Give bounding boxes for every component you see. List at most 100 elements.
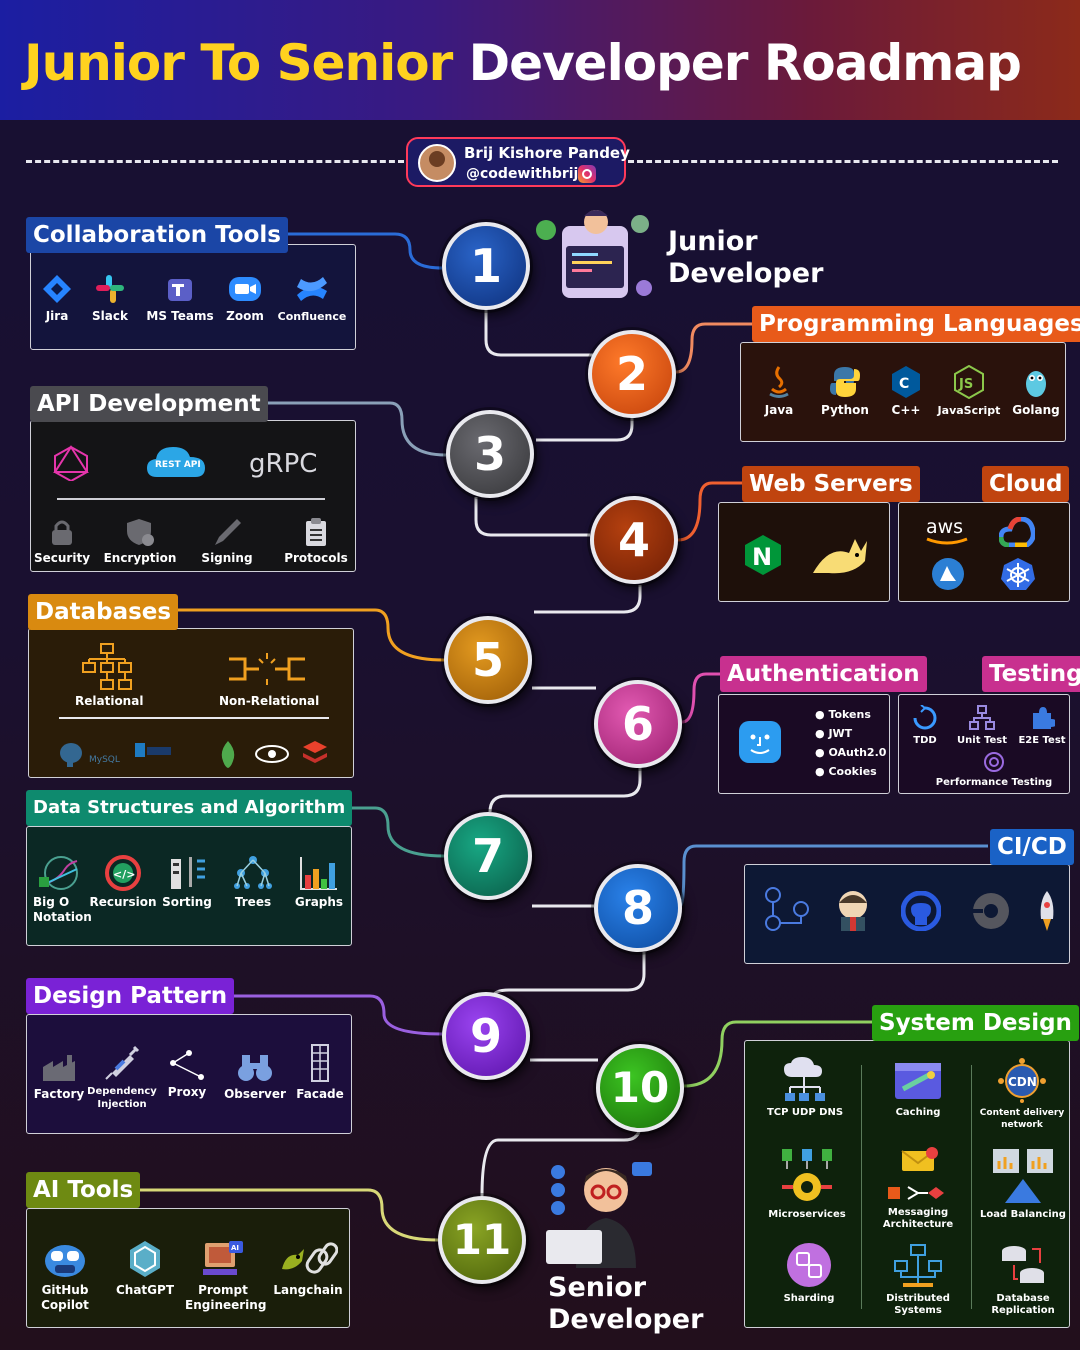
cpp-icon: C: [892, 366, 920, 398]
proxy-item[interactable]: Proxy: [165, 1049, 209, 1100]
trees-item[interactable]: Trees: [225, 855, 281, 910]
database-replication-item[interactable]: Database Replication: [977, 1243, 1069, 1317]
authentication-card: ● Tokens ● JWT ● OAuth2.0 ● Cookies: [718, 694, 890, 794]
step-7[interactable]: 7: [444, 812, 532, 900]
zoom-item[interactable]: Zoom: [223, 273, 267, 324]
postgresql-icon[interactable]: [57, 741, 85, 769]
cpp-item[interactable]: C C++: [881, 365, 931, 418]
sharding-item[interactable]: Sharding: [757, 1241, 861, 1305]
github-copilot-item[interactable]: GitHub Copilot: [35, 1239, 95, 1313]
recursion-item[interactable]: </> Recursion: [89, 855, 157, 910]
aws-icon[interactable]: aws: [923, 513, 973, 547]
step-1[interactable]: 1: [442, 222, 530, 310]
cicd-title: CI/CD: [990, 829, 1074, 865]
pipeline-icon[interactable]: [763, 885, 811, 933]
nginx-icon[interactable]: N: [741, 533, 785, 577]
ms-teams-icon: [168, 279, 192, 301]
slack-item[interactable]: Slack: [87, 273, 133, 324]
graphs-item[interactable]: Graphs: [289, 855, 349, 910]
database-replication-icon: [1002, 1246, 1044, 1283]
golang-item[interactable]: Golang: [1007, 365, 1065, 418]
step-10[interactable]: 10: [596, 1044, 684, 1132]
step-2[interactable]: 2: [588, 330, 676, 418]
mysql-logo-text[interactable]: MySQL: [89, 755, 120, 765]
jira-item[interactable]: Jira: [37, 273, 77, 324]
factory-item[interactable]: Factory: [33, 1053, 85, 1102]
java-label: Java: [764, 403, 794, 417]
azure-icon[interactable]: [931, 557, 965, 591]
microservices-item[interactable]: Microservices: [757, 1145, 857, 1221]
redis-icon[interactable]: [301, 739, 329, 767]
load-balancing-item[interactable]: Load Balancing: [977, 1145, 1069, 1221]
caching-item[interactable]: Caching: [871, 1059, 965, 1119]
grpc-label: gRPC: [249, 449, 318, 479]
instagram-icon[interactable]: [578, 165, 596, 183]
mongodb-icon[interactable]: [217, 739, 239, 769]
dsa-card: Big O Notation </> Recursion Sorting Tre…: [26, 826, 352, 946]
observer-label: Observer: [224, 1087, 286, 1101]
confluence-item[interactable]: Confluence: [271, 273, 353, 324]
chatgpt-item[interactable]: ChatGPT: [113, 1239, 177, 1298]
syringe-icon: [105, 1045, 140, 1080]
prompt-engineering-item[interactable]: AI Prompt Engineering: [185, 1239, 266, 1313]
sorting-item[interactable]: Sorting: [161, 855, 213, 910]
path-6-7: [488, 766, 642, 813]
cdn-icon: CDN: [998, 1058, 1046, 1103]
performance-testing-label: Performance Testing: [935, 777, 1053, 788]
step-3[interactable]: 3: [446, 410, 534, 498]
sql-server-icon[interactable]: [133, 741, 173, 761]
author-badge[interactable]: Brij Kishore Pandey @codewithbrij: [406, 137, 630, 187]
system-design-card: TCP UDP DNS Caching CDN Content delivery…: [744, 1040, 1070, 1328]
security-item[interactable]: Security: [33, 517, 91, 566]
circleci-icon[interactable]: [971, 891, 1011, 931]
dependency-injection-item[interactable]: Dependency Injection: [87, 1045, 157, 1111]
jenkins-icon[interactable]: [833, 887, 873, 931]
google-cloud-icon[interactable]: [999, 517, 1035, 547]
java-icon: [769, 366, 789, 398]
step-6[interactable]: 6: [594, 680, 682, 768]
cassandra-icon[interactable]: [253, 743, 291, 765]
network-cloud-icon: [784, 1057, 825, 1101]
unit-test-item[interactable]: Unit Test: [955, 705, 1009, 747]
divider-left: [26, 160, 404, 163]
apache-tomcat-icon[interactable]: [809, 535, 871, 577]
header-banner: Junior To Senior Developer Roadmap: [0, 0, 1080, 120]
zoom-label: Zoom: [226, 309, 264, 323]
github-icon[interactable]: [901, 891, 941, 931]
cdn-item[interactable]: CDN Content delivery network: [975, 1057, 1069, 1131]
messaging-architecture-item[interactable]: Messaging Architecture: [869, 1147, 967, 1231]
encryption-item[interactable]: Encryption: [103, 517, 177, 566]
tdd-item[interactable]: TDD: [905, 705, 945, 747]
link-web: [677, 481, 743, 542]
performance-testing-item[interactable]: Performance Testing: [929, 751, 1059, 789]
facade-label: Facade: [296, 1087, 344, 1101]
rocket-icon[interactable]: [1035, 889, 1059, 933]
non-relational-icon: [229, 653, 305, 685]
ms-teams-item[interactable]: MS Teams: [141, 273, 219, 324]
refresh-cycle-icon: [913, 705, 937, 730]
tcp-udp-dns-item[interactable]: TCP UDP DNS: [757, 1055, 853, 1119]
kubernetes-icon[interactable]: [1001, 557, 1035, 591]
signing-item[interactable]: Signing: [195, 517, 259, 566]
step-11[interactable]: 11: [438, 1196, 526, 1284]
step-9[interactable]: 9: [442, 992, 530, 1080]
link-ai: [134, 1188, 439, 1242]
big-o-item[interactable]: Big O Notation: [29, 855, 92, 925]
langchain-item[interactable]: Langchain: [271, 1239, 345, 1298]
distributed-systems-item[interactable]: Distributed Systems: [869, 1243, 967, 1317]
observer-item[interactable]: Observer: [223, 1053, 287, 1102]
sharding-label: Sharding: [783, 1293, 835, 1304]
big-o-chart-icon: [39, 856, 78, 890]
step-4[interactable]: 4: [590, 496, 678, 584]
protocols-item[interactable]: Protocols: [281, 517, 351, 566]
langchain-icon: [282, 1242, 338, 1274]
e2e-test-item[interactable]: E2E Test: [1017, 705, 1067, 747]
javascript-item[interactable]: JS JavaScript: [933, 365, 1005, 418]
junior-developer-label: Junior Developer: [668, 226, 823, 290]
python-item[interactable]: Python: [815, 365, 875, 418]
relational-label: Relational: [75, 694, 144, 708]
java-item[interactable]: Java: [751, 365, 807, 418]
step-8[interactable]: 8: [594, 864, 682, 952]
step-5[interactable]: 5: [444, 616, 532, 704]
facade-item[interactable]: Facade: [293, 1043, 347, 1102]
